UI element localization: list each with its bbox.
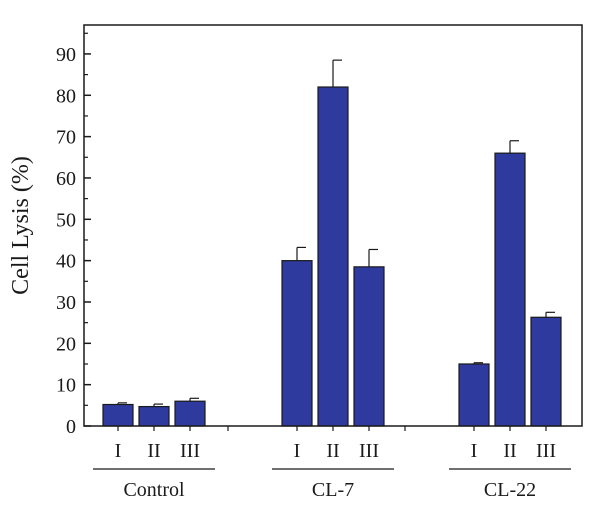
bar bbox=[102, 403, 134, 427]
group-label: CL-7 bbox=[312, 479, 354, 501]
y-axis-title: Cell Lysis (%) bbox=[8, 156, 34, 295]
bars-layer bbox=[102, 59, 562, 427]
x-tick-label: II bbox=[326, 440, 339, 462]
bar bbox=[174, 400, 206, 427]
group-label: CL-22 bbox=[484, 479, 536, 501]
x-tick-label: II bbox=[147, 440, 160, 462]
bar bbox=[494, 152, 526, 427]
y-tick-label: 20 bbox=[56, 333, 76, 355]
y-axis: 0 10 20 30 40 50 60 70 80 90 bbox=[56, 32, 91, 438]
y-tick-label: 70 bbox=[56, 127, 76, 149]
bar bbox=[530, 316, 562, 427]
x-tick-label: I bbox=[471, 440, 478, 462]
x-tick-label: III bbox=[536, 440, 556, 462]
bar bbox=[281, 260, 313, 427]
y-tick-label: 10 bbox=[56, 375, 76, 397]
x-tick-label: II bbox=[503, 440, 516, 462]
group-label: Control bbox=[123, 479, 185, 501]
y-tick-label: 30 bbox=[56, 292, 76, 314]
y-tick-label: 0 bbox=[66, 416, 76, 438]
x-tick-label: III bbox=[359, 440, 379, 462]
y-tick-label: 80 bbox=[56, 85, 76, 107]
y-tick-label: 90 bbox=[56, 44, 76, 66]
x-tick-label: I bbox=[294, 440, 301, 462]
bar bbox=[138, 405, 170, 427]
bar bbox=[353, 266, 385, 427]
bar bbox=[458, 363, 490, 427]
x-tick-label: III bbox=[180, 440, 200, 462]
y-tick-label: 50 bbox=[56, 209, 76, 231]
bar bbox=[317, 86, 349, 427]
y-tick-label: 60 bbox=[56, 168, 76, 190]
y-tick-label: 40 bbox=[56, 251, 76, 273]
x-tick-label: I bbox=[115, 440, 122, 462]
